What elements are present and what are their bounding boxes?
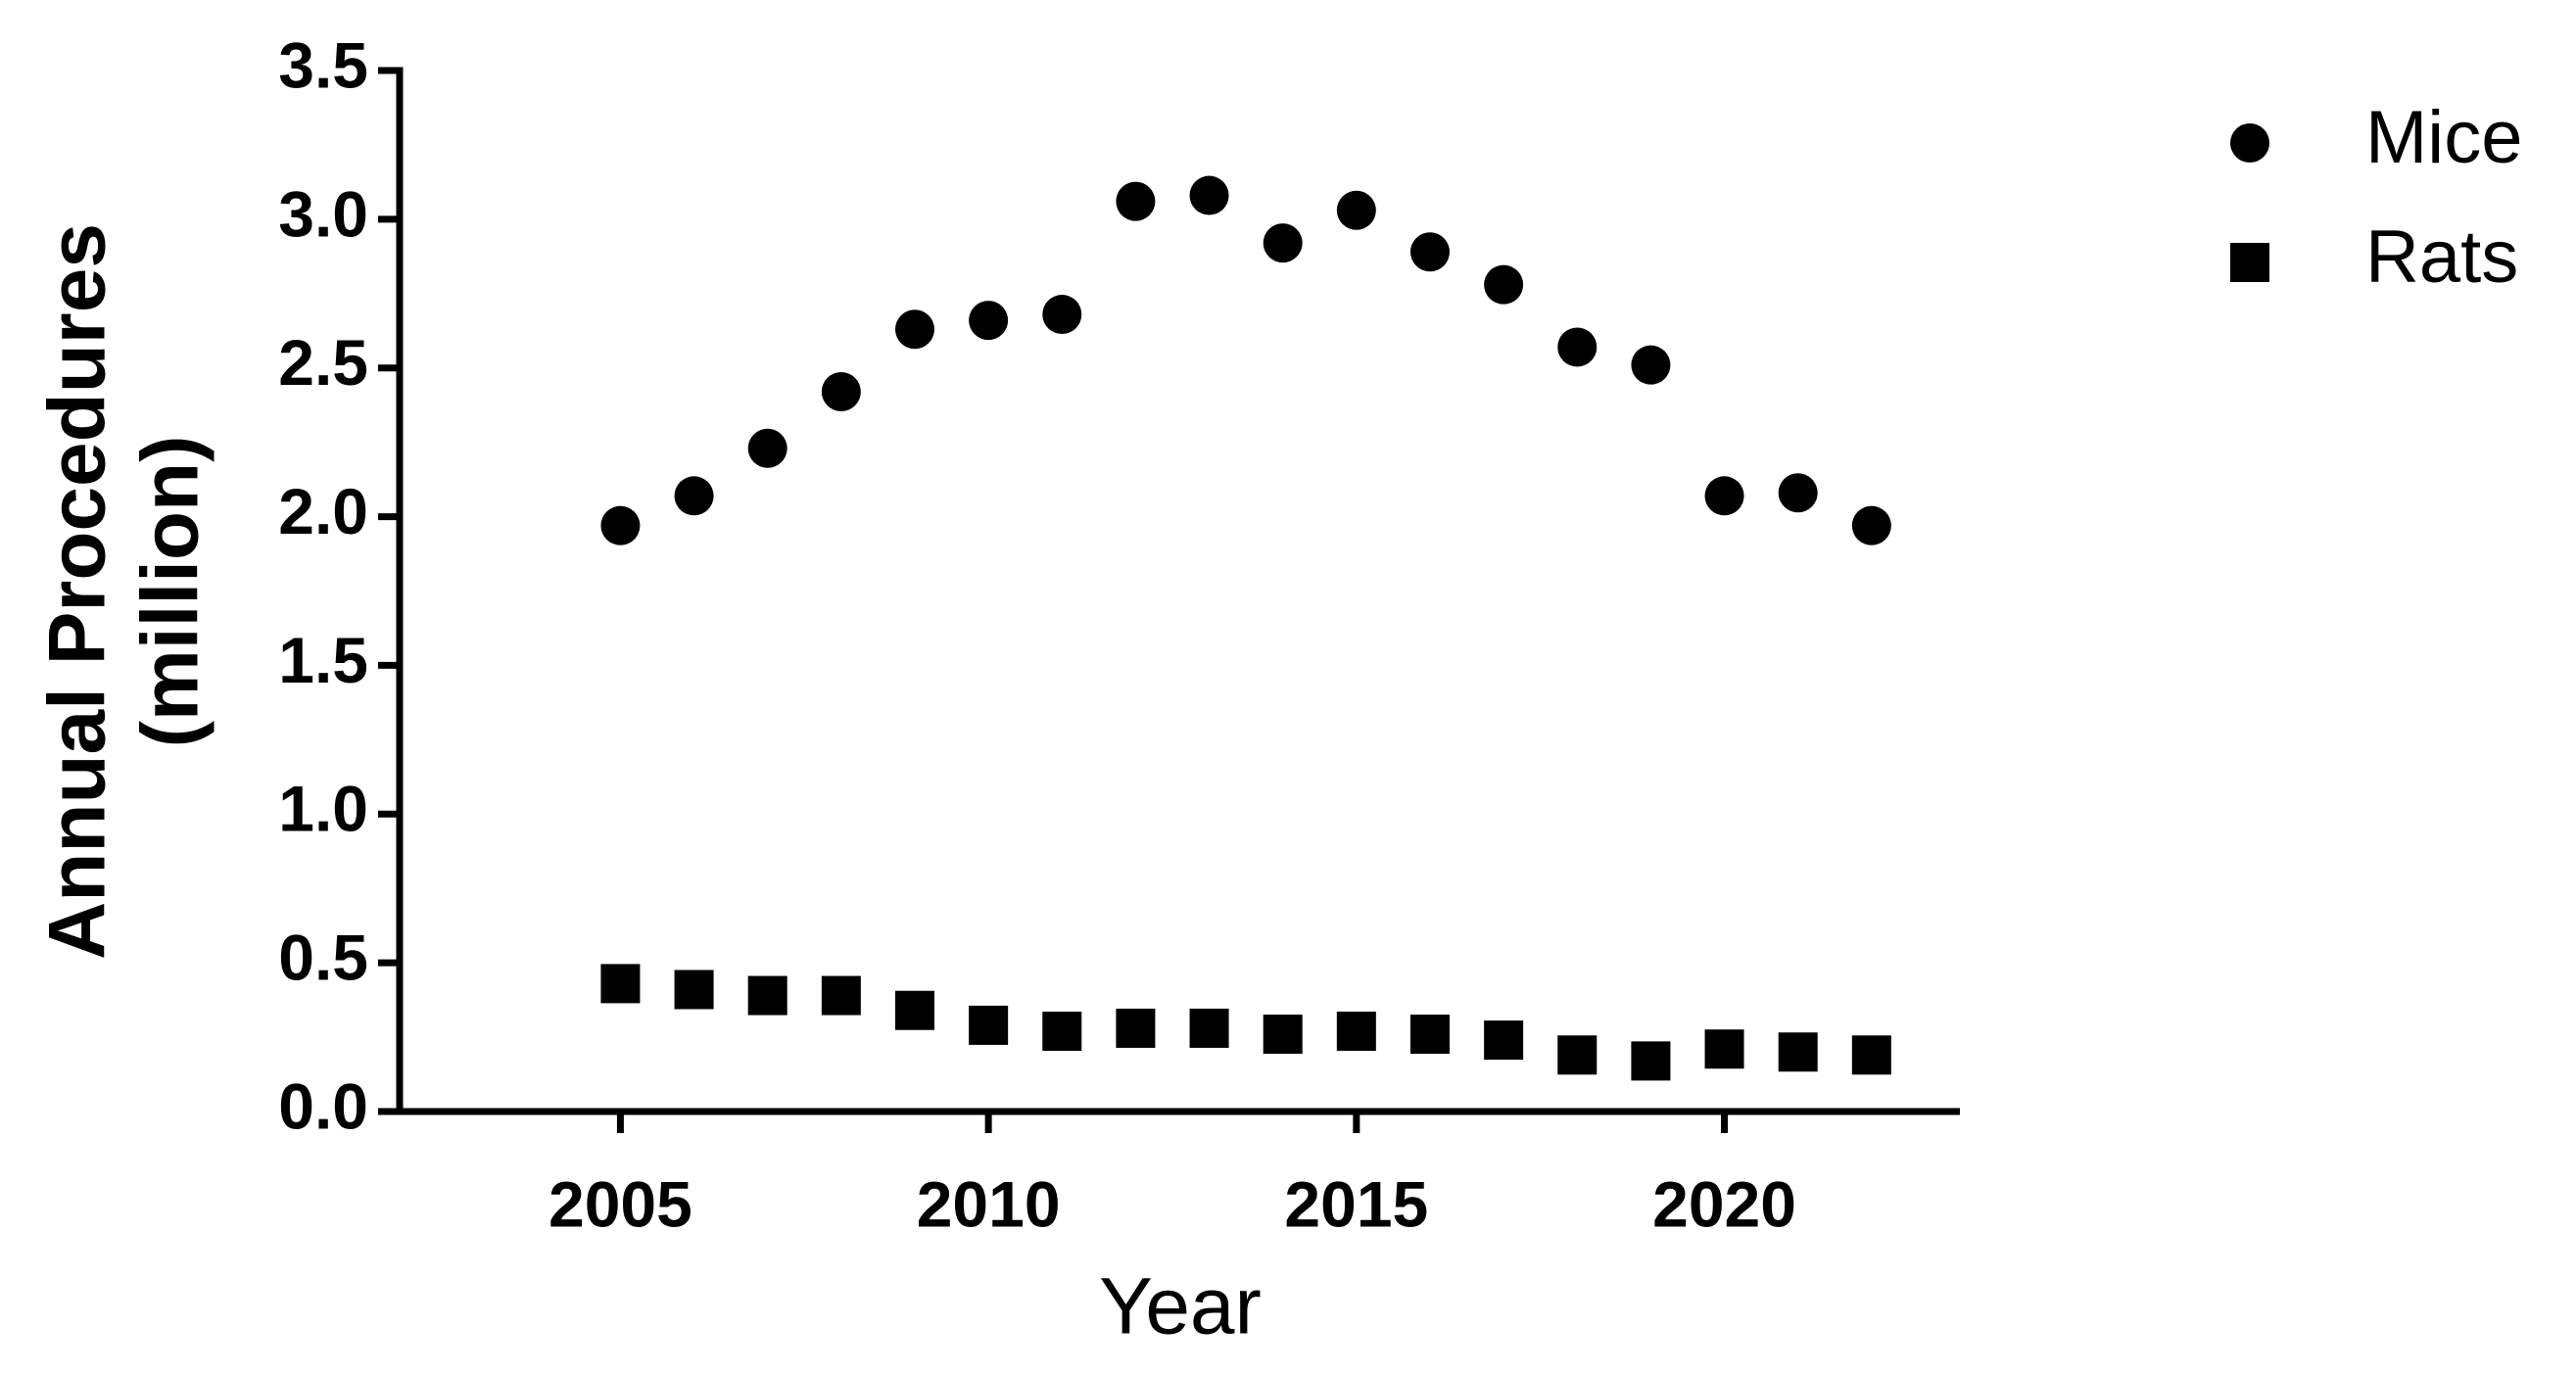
y-tick-label: 2.0 [278, 475, 368, 547]
data-point [1409, 1015, 1450, 1055]
data-point [1116, 1008, 1156, 1048]
y-tick-label: 1.5 [278, 624, 368, 696]
y-tick-label: 0.5 [278, 922, 368, 994]
data-point [969, 301, 1009, 341]
y-axis-title: (million) [126, 436, 215, 748]
data-point [1336, 190, 1376, 230]
data-point [1336, 1011, 1376, 1051]
data-point [1484, 1020, 1524, 1061]
data-point [894, 309, 934, 350]
data-point [1704, 476, 1744, 516]
data-point [1263, 223, 1303, 263]
data-point [1704, 1029, 1744, 1069]
legend-marker [2230, 123, 2269, 163]
data-point [1484, 264, 1524, 305]
data-point [600, 964, 641, 1004]
data-point [1116, 181, 1156, 221]
data-point [600, 505, 641, 545]
legend-label: Rats [2365, 215, 2518, 299]
data-point [747, 975, 787, 1016]
data-point [1778, 473, 1818, 513]
data-point [969, 1005, 1009, 1045]
data-point [1042, 1011, 1082, 1051]
y-tick-label: 1.0 [278, 773, 368, 845]
data-point [1557, 1035, 1598, 1075]
y-tick-label: 3.5 [278, 28, 368, 101]
data-point [674, 476, 714, 516]
data-point [1189, 175, 1229, 215]
y-axis-title: Annual Procedures [33, 223, 122, 960]
data-point [1631, 1041, 1671, 1081]
x-tick-label: 2015 [1284, 1167, 1428, 1240]
data-point [1409, 232, 1450, 272]
data-point [1189, 1008, 1229, 1048]
data-point [1263, 1015, 1303, 1055]
data-point [1851, 1035, 1891, 1075]
data-point [821, 372, 861, 412]
data-point [821, 975, 861, 1016]
data-point [894, 990, 934, 1030]
data-point [1851, 505, 1891, 545]
y-tick-label: 0.0 [278, 1069, 368, 1142]
y-tick-label: 3.0 [278, 177, 368, 250]
data-point [1557, 327, 1598, 367]
data-point [1042, 295, 1082, 335]
data-point [1631, 345, 1671, 385]
x-tick-label: 2020 [1652, 1167, 1796, 1240]
x-tick-label: 2005 [549, 1167, 692, 1240]
data-point [674, 970, 714, 1010]
x-axis-title: Year [1099, 1262, 1262, 1351]
legend-marker [2230, 243, 2269, 282]
data-point [747, 428, 787, 468]
data-point [1778, 1032, 1818, 1072]
legend-label: Mice [2365, 96, 2522, 179]
y-tick-label: 2.5 [278, 326, 368, 399]
x-tick-label: 2010 [917, 1167, 1061, 1240]
